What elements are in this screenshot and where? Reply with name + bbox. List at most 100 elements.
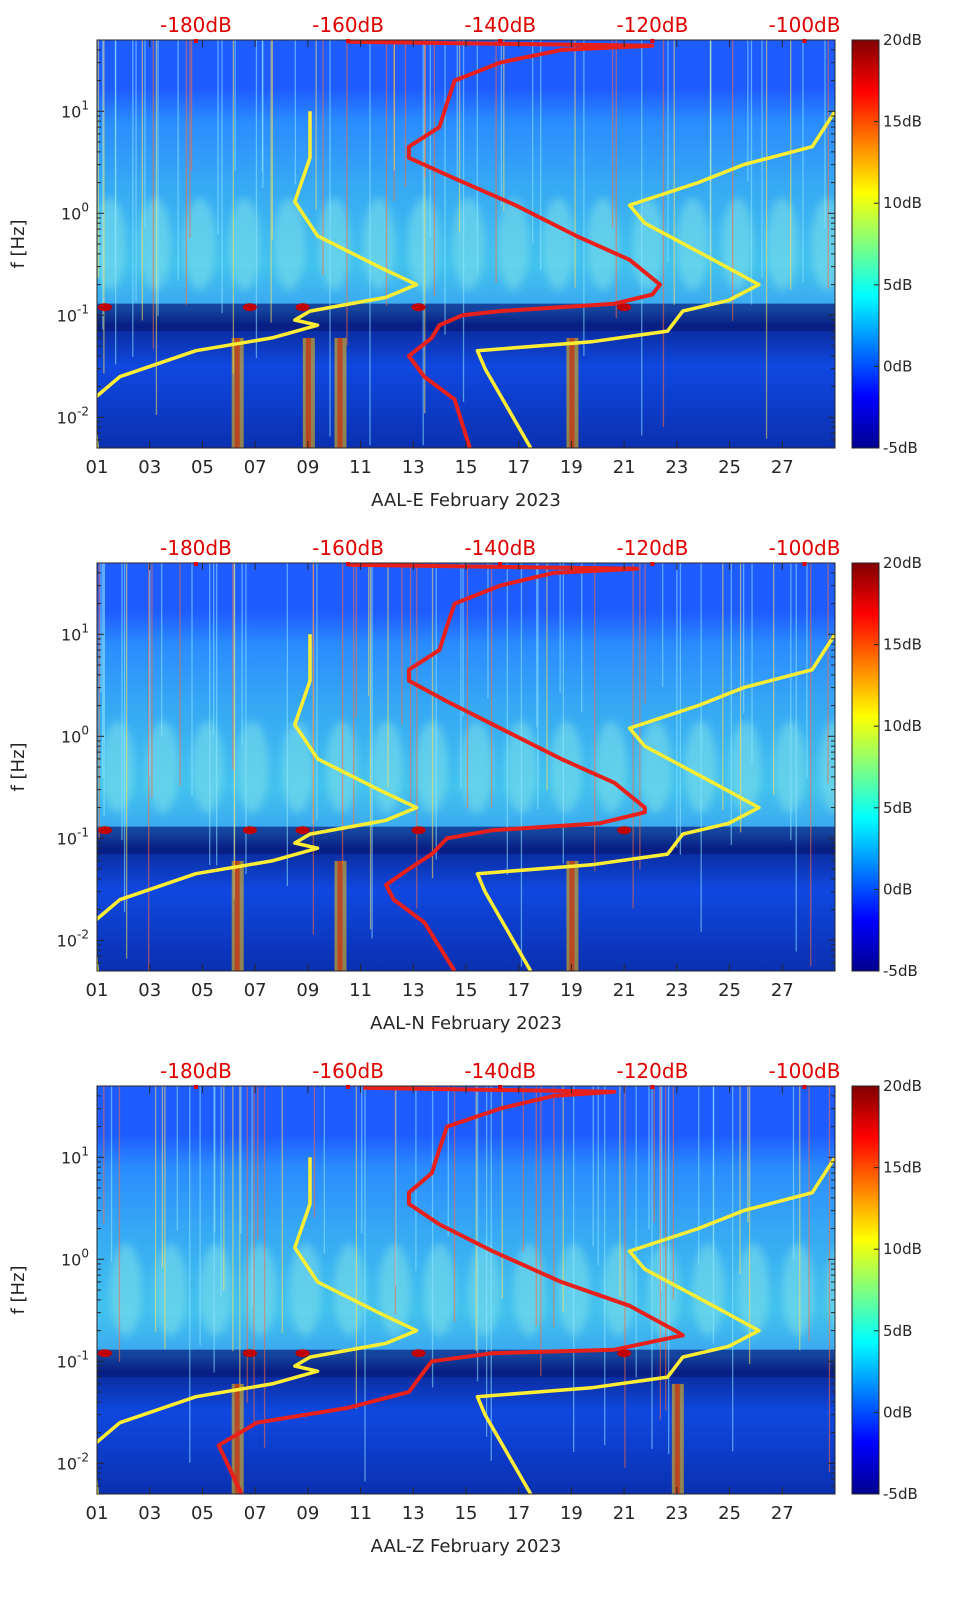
x-tick-label: 27: [771, 1503, 794, 1524]
transient-streak: [651, 1086, 653, 1449]
x-tick-label: 09: [296, 980, 319, 1001]
transient-streak: [424, 40, 426, 414]
transient-streak: [149, 563, 151, 777]
energy-blob: [334, 1244, 367, 1336]
transient-streak: [223, 1086, 225, 1291]
transient-streak: [364, 1086, 366, 1482]
top-tick-label: -140dB: [464, 536, 536, 560]
colorbar-tick-label: 10dB: [883, 194, 922, 212]
transient-streak: [221, 40, 223, 314]
spectrogram-panel-1: 101 100 10-1 10-2 f [Hz] 01 03 05 07 09 11 13 15 17 19…: [8, 13, 922, 511]
transient-streaks: [98, 563, 829, 971]
heavy-column-core: [569, 860, 575, 971]
hot-spot: [617, 826, 632, 835]
transient-streak: [747, 1086, 749, 1223]
transient-streak: [574, 40, 576, 288]
transient-streak: [659, 1086, 661, 1420]
top-tick-mark: [650, 39, 655, 43]
colorbar-tick-label: 10dB: [883, 717, 922, 735]
x-tick-label: 01: [86, 1503, 109, 1524]
energy-blob: [191, 721, 224, 813]
transient-streak: [562, 1086, 564, 1313]
colorbar-tick-label: 20dB: [883, 31, 922, 49]
transient-streak: [123, 563, 126, 912]
hot-spots: [97, 1349, 632, 1358]
x-tick-label: 17: [507, 980, 530, 1001]
transient-streak: [157, 40, 159, 316]
colorbar-tick-label: 5dB: [883, 1322, 912, 1340]
x-tick-label: 03: [138, 1503, 161, 1524]
x-tick-label: 09: [296, 1503, 319, 1524]
top-tick-mark: [802, 562, 807, 566]
transient-streak: [632, 563, 634, 909]
transient-streak: [368, 563, 370, 697]
x-axis-label: AAL-E February 2023: [371, 490, 561, 511]
transient-streak: [148, 563, 150, 971]
transient-streak: [731, 40, 734, 321]
transient-streak: [263, 1086, 266, 1448]
hot-spot: [617, 303, 632, 312]
transient-streak: [271, 40, 273, 240]
transient-streak: [118, 1086, 121, 1362]
transient-streak: [232, 40, 235, 374]
transient-streak: [536, 563, 538, 728]
energy-blob: [363, 198, 396, 290]
transient-streak: [132, 40, 134, 357]
transient-streak: [177, 40, 179, 281]
colorbar-tick-label: 20dB: [883, 1077, 922, 1095]
x-tick-label: 19: [560, 980, 583, 1001]
energy-blob: [513, 1244, 546, 1336]
energy-blob: [415, 721, 448, 813]
transient-streak: [164, 1086, 166, 1350]
x-tick-label: 17: [507, 1503, 530, 1524]
transient-streak: [101, 563, 104, 778]
energy-blob: [587, 198, 620, 290]
transient-streak: [100, 563, 102, 693]
transient-streak: [232, 563, 234, 770]
transient-streak: [742, 563, 745, 714]
transient-streak: [126, 563, 128, 959]
transient-streak: [662, 563, 664, 688]
x-tick-label: 11: [349, 980, 372, 1001]
x-axis: 01 03 05 07 09 11 13 15 17 19 21 23 25 27: [86, 563, 794, 1001]
hot-spots: [97, 303, 632, 312]
x-tick-label: 19: [560, 457, 583, 478]
hot-spot: [242, 826, 257, 835]
y-tick-label: 10-2: [57, 927, 89, 950]
transient-streak: [353, 563, 355, 829]
transient-streak: [808, 1086, 810, 1342]
top-tick-mark: [802, 1085, 807, 1089]
transient-streak: [712, 1086, 715, 1344]
transient-streak: [355, 1086, 358, 1409]
top-tick-label: -140dB: [464, 13, 536, 37]
transient-streak: [294, 40, 297, 185]
hot-spot: [295, 1349, 310, 1358]
transient-streak: [679, 563, 682, 855]
transient-streak: [115, 40, 117, 365]
transient-streak: [635, 1086, 637, 1378]
y-tick-label: 101: [61, 98, 89, 121]
energy-blob: [782, 1244, 815, 1336]
transient-streak: [209, 563, 211, 865]
transient-streak: [312, 563, 315, 935]
top-tick-mark: [346, 39, 351, 43]
transient-streak: [239, 1086, 241, 1392]
transient-streak: [750, 40, 753, 305]
energy-blob: [737, 1244, 770, 1336]
transient-streak: [824, 40, 826, 229]
energy-blob: [550, 721, 583, 813]
top-tick-mark: [346, 1085, 351, 1089]
transient-streak: [540, 1086, 542, 1377]
spectrogram-panel-3: 101 100 10-1 10-2 f [Hz] 01 03 05 07 09 11 13 15 17 19…: [8, 1059, 922, 1557]
transient-streak: [216, 563, 218, 866]
transient-streak: [97, 40, 99, 278]
x-tick-label: 07: [244, 457, 267, 478]
transient-streak: [103, 563, 105, 743]
transient-streak: [161, 563, 163, 736]
transient-streak: [790, 563, 792, 841]
transient-streak: [401, 563, 403, 725]
hot-spot: [295, 303, 310, 312]
x-tick-label: 11: [349, 1503, 372, 1524]
transient-streak: [751, 563, 753, 764]
transient-streak: [730, 563, 732, 845]
